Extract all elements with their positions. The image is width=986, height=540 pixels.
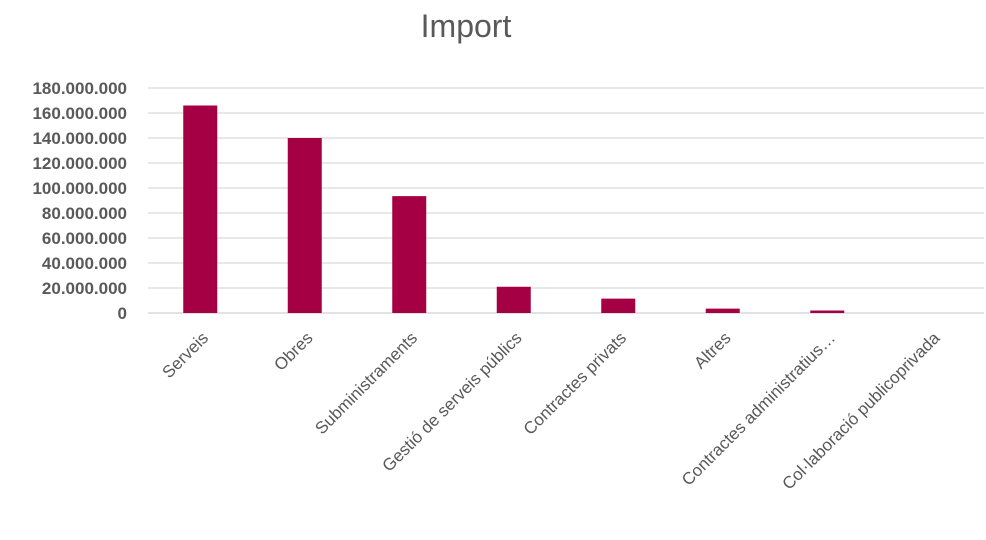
y-tick-label: 40.000.000: [42, 254, 127, 273]
bar-3: [392, 196, 427, 313]
y-tick-label: 140.000.000: [32, 129, 127, 148]
bar-6: [705, 308, 740, 313]
y-tick-label: 80.000.000: [42, 204, 127, 223]
x-tick-label: Altres: [690, 328, 734, 372]
y-tick-label: 60.000.000: [42, 229, 127, 248]
x-tick-label: Subministraments: [311, 328, 421, 438]
y-tick-label: 100.000.000: [32, 179, 127, 198]
bar-4: [496, 286, 531, 313]
x-tick-label: Obres: [270, 328, 316, 374]
bar-1: [183, 105, 218, 313]
y-tick-label: 20.000.000: [42, 279, 127, 298]
y-tick-label: 180.000.000: [32, 79, 127, 98]
y-tick-label: 120.000.000: [32, 154, 127, 173]
y-tick-label: 0: [118, 304, 127, 323]
x-tick-label: Serveis: [159, 328, 213, 382]
x-tick-label: Contractes privats: [520, 328, 630, 438]
y-tick-label: 160.000.000: [32, 104, 127, 123]
bar-2: [287, 138, 322, 313]
bars: [183, 105, 845, 313]
y-axis-tick-labels: 0 20.000.000 40.000.000 60.000.000 80.000.00…: [32, 79, 127, 323]
chart-title: Import: [421, 8, 512, 44]
bar-5: [601, 298, 636, 313]
gridlines: [148, 87, 984, 314]
bar-7: [810, 310, 845, 313]
